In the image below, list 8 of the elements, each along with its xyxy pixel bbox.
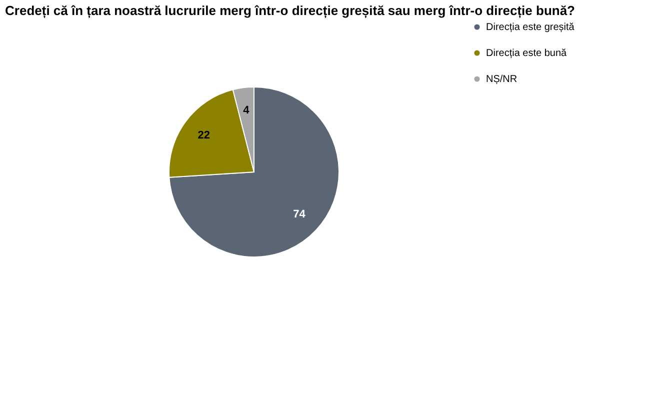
data-label: 74 (293, 208, 306, 220)
legend-label: Direcția este greșită (486, 22, 575, 33)
legend-label: Direcția este bună (486, 48, 568, 59)
pie-slice (168, 86, 340, 258)
legend-label: NȘ/NR (486, 74, 518, 85)
data-label: 22 (198, 130, 210, 142)
data-label: 4 (243, 104, 250, 116)
chart-title: Credeți că în țara noastră lucrurile merg într-o direcție greșită sau merg într-o direcție bună? (5, 3, 576, 19)
